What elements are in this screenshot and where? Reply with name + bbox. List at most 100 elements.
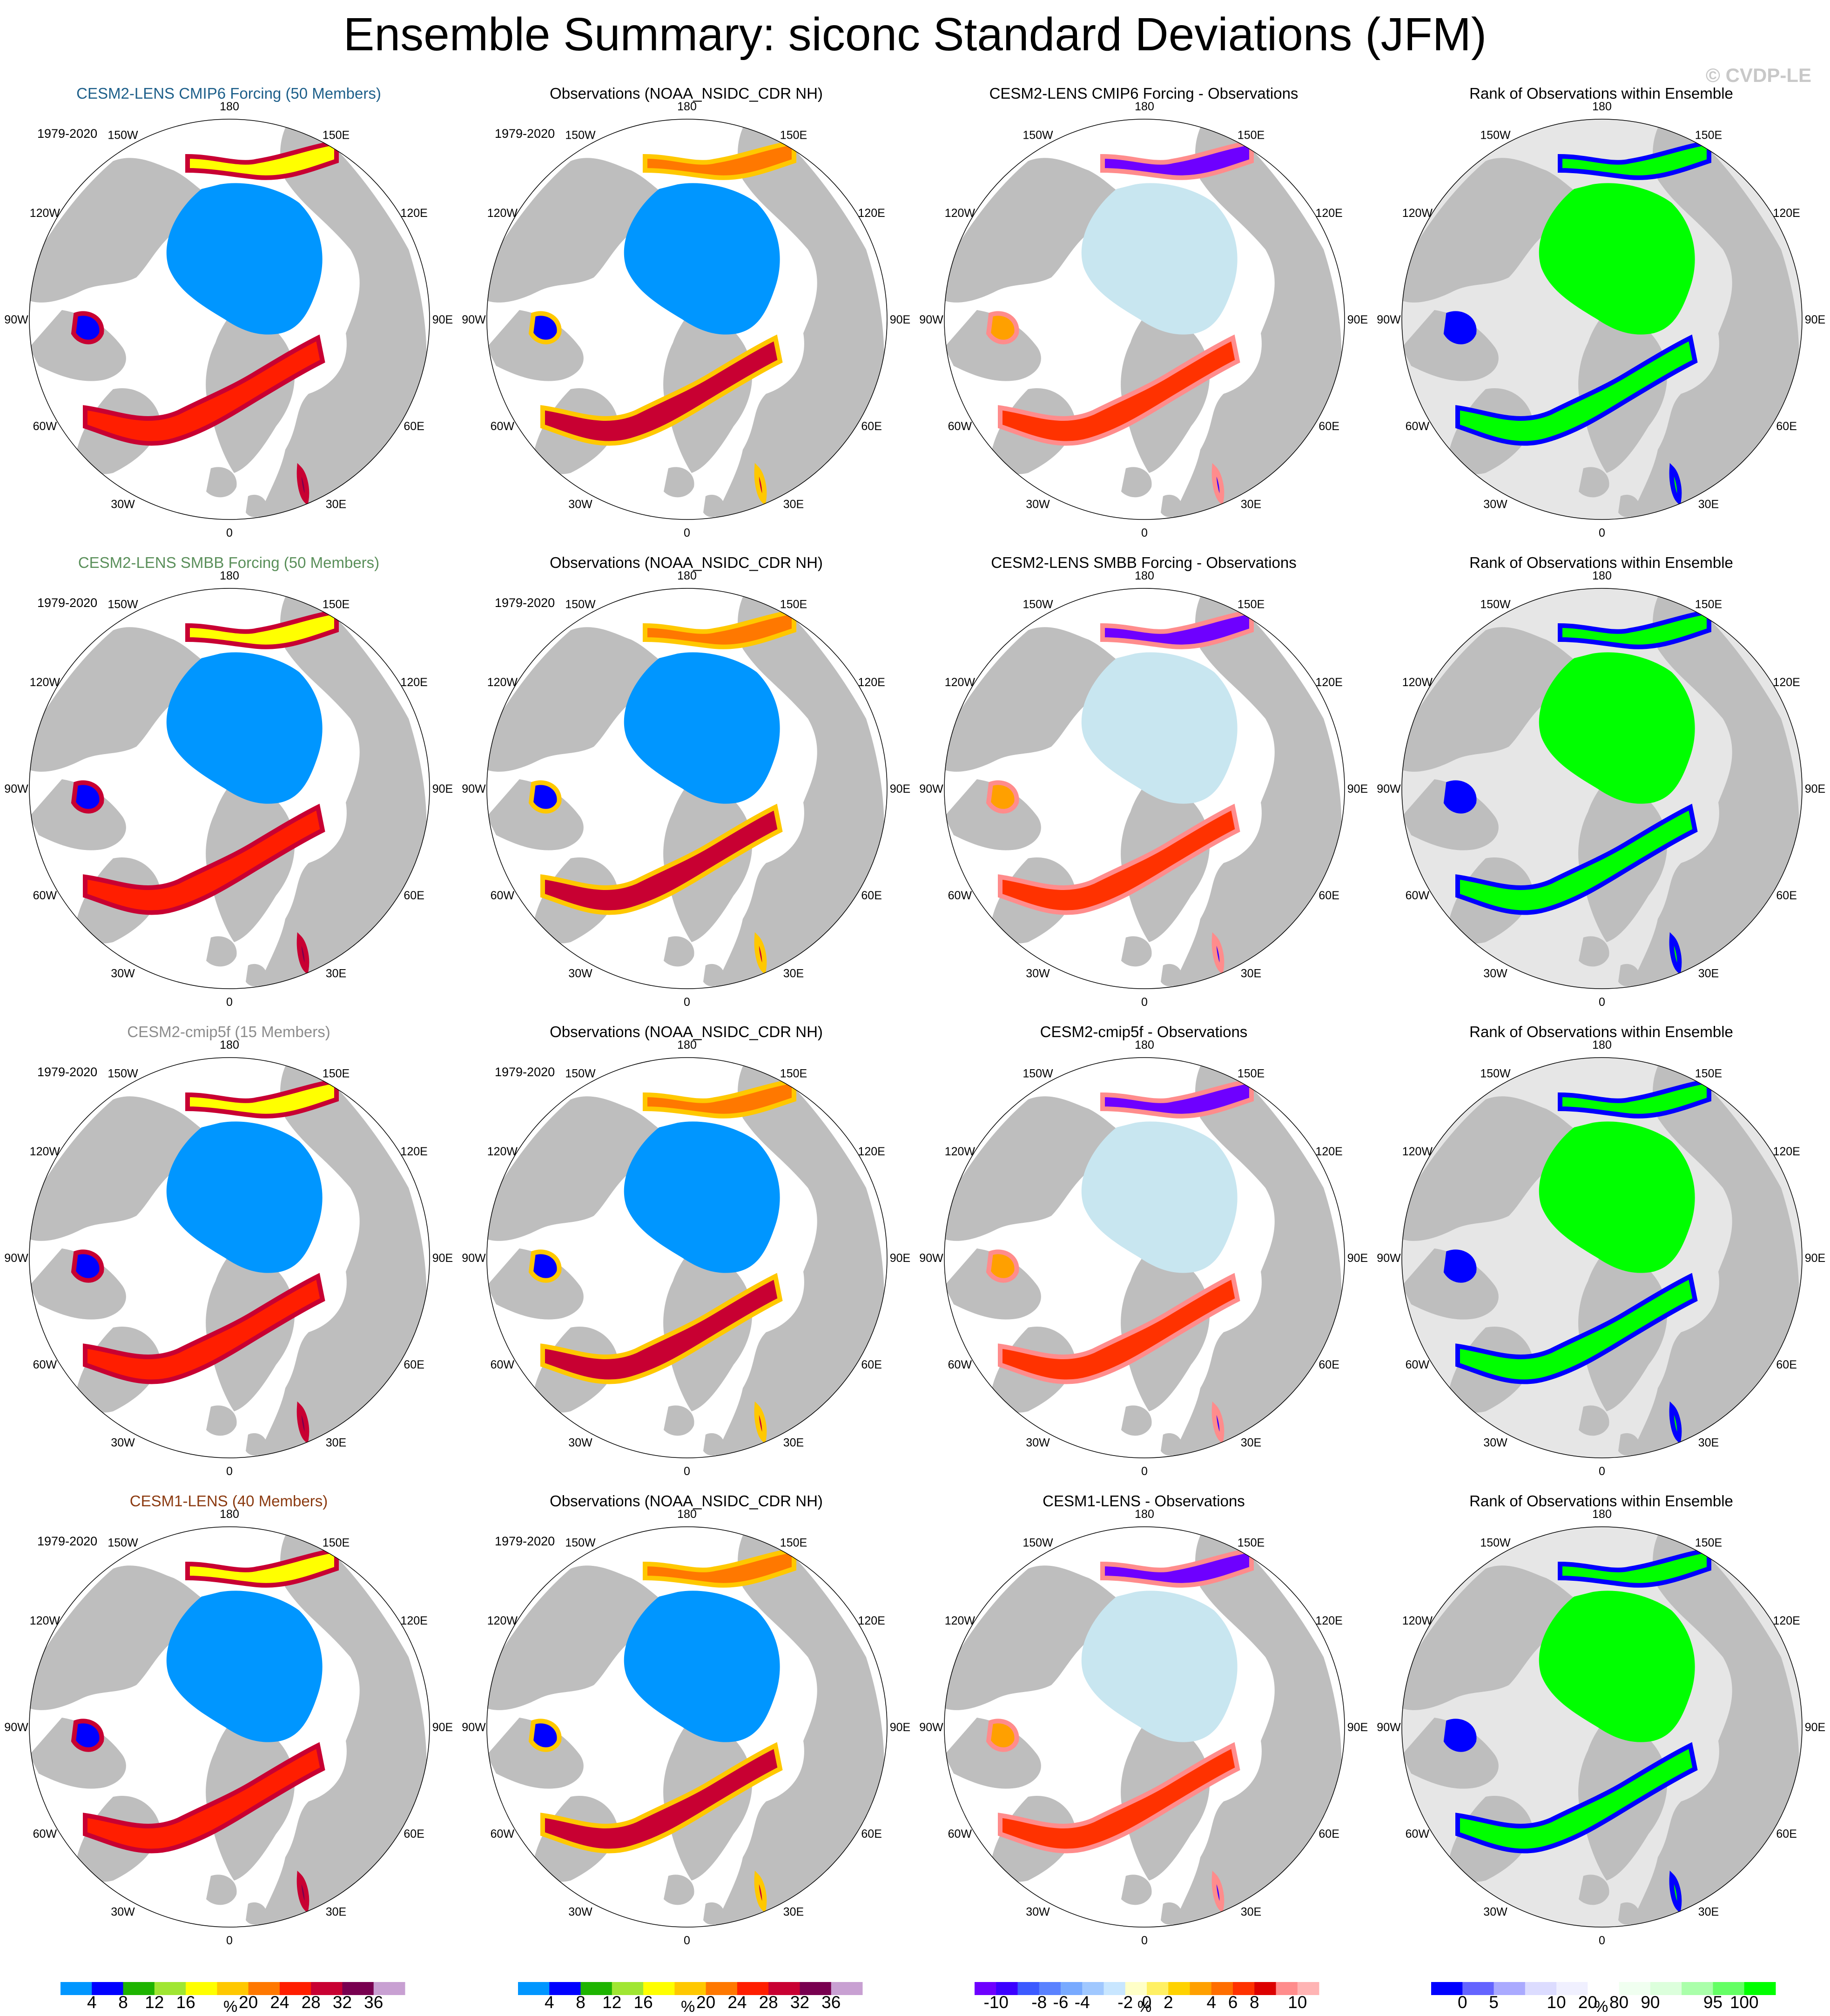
land-mass — [1172, 119, 1342, 519]
land-mass — [285, 886, 336, 989]
land-mass — [944, 1096, 1131, 1241]
longitude-label: 150W — [565, 128, 596, 142]
land-mass — [1121, 467, 1152, 498]
longitude-label: 60W — [948, 420, 972, 433]
colorbar-swatch — [186, 1982, 217, 1995]
colorbar-tick-label: 95 — [1703, 1993, 1722, 2012]
colorbar-tick-label: 100 — [1730, 1993, 1759, 2012]
land-mass — [487, 1565, 674, 1710]
map-panel: CESM1-LENS - Observations 180 150E 120E 90E 6… — [915, 1482, 1372, 1950]
longitude-label: 90E — [1347, 1252, 1368, 1265]
polar-map: 180 150E 120E 90E 60E 30E 0 30W 60W 90W 120W 150W — [919, 1508, 1368, 1947]
longitude-label: 180 — [220, 569, 239, 582]
colorbar-tick-label: 6 — [1228, 1993, 1238, 2012]
map-panel: CESM1-LENS (40 Members) 1979-2020 180 150E 1… — [0, 1482, 458, 1950]
colorbar-swatch — [518, 1982, 550, 1995]
longitude-label: 90W — [4, 1721, 28, 1734]
map-boundary — [944, 1526, 1345, 1928]
colorbar-tick-label: 20 — [239, 1993, 258, 2012]
longitude-label: 120E — [858, 676, 885, 689]
land-mass — [1172, 1058, 1342, 1458]
panel-title: Observations (NOAA_NSIDC_CDR NH) — [550, 1023, 823, 1040]
ice-edge — [185, 1078, 339, 1119]
land-mass — [743, 1355, 794, 1458]
ice-edge — [71, 1719, 104, 1752]
longitude-label: 30W — [1483, 498, 1507, 511]
longitude-label: 120W — [487, 207, 518, 220]
land-mass — [1121, 1874, 1152, 1905]
land-mass — [1618, 964, 1640, 987]
colorbar-swatch — [373, 1982, 405, 1995]
colorbar-tick-label: -6 — [1053, 1993, 1069, 2012]
land-mass — [1200, 886, 1251, 989]
longitude-label: 150W — [108, 128, 138, 142]
marginal-ice-band — [531, 782, 559, 811]
land-mass — [664, 467, 694, 498]
longitude-label: 150E — [1695, 128, 1722, 142]
ice-edge — [1669, 463, 1682, 506]
sea-ice-field — [624, 1121, 780, 1273]
longitude-label: 30E — [1698, 967, 1719, 980]
land-mass — [703, 964, 725, 987]
colorbar-swatch — [1431, 1982, 1463, 1995]
ice-edge — [185, 140, 339, 180]
colorbar-swatch — [1588, 1982, 1620, 1995]
colorbar-swatch — [1276, 1982, 1298, 1995]
marginal-ice-band — [1446, 313, 1474, 342]
colorbar-swatch — [737, 1982, 769, 1995]
longitude-label: 60W — [1406, 420, 1430, 433]
longitude-label: 60W — [1406, 1827, 1430, 1841]
ice-edge — [1100, 140, 1254, 180]
longitude-label: 90E — [1347, 1721, 1368, 1734]
longitude-label: 120E — [1773, 1145, 1800, 1158]
colorbar-tick-label: -2 — [1117, 1993, 1133, 2012]
colorbar-swatch — [1039, 1982, 1061, 1995]
land-mass — [1658, 1825, 1709, 1927]
land-mass — [29, 627, 216, 772]
land-mass — [1402, 627, 1589, 772]
land-mass — [1658, 1355, 1709, 1458]
colorbar-tick-label: 24 — [727, 1993, 747, 2012]
longitude-label: 180 — [677, 1038, 697, 1052]
colorbar-swatch — [123, 1982, 155, 1995]
longitude-label: 0 — [684, 526, 690, 539]
land-mass — [1579, 936, 1609, 967]
ice-edge — [1455, 803, 1698, 915]
land-mass — [246, 1902, 267, 1925]
sea-ice-field — [1081, 1121, 1238, 1273]
land-mass — [944, 158, 1131, 303]
longitude-label: 30W — [1483, 1436, 1507, 1450]
land-mass — [715, 1058, 884, 1458]
land-mass — [206, 1874, 237, 1905]
marginal-ice-band — [74, 782, 102, 811]
land-mass — [246, 494, 267, 518]
map-panel: Observations (NOAA_NSIDC_CDR NH) 1979-202… — [458, 1482, 915, 1950]
land-mass — [285, 417, 336, 519]
marginal-ice-band — [74, 1252, 102, 1281]
ice-edge — [1211, 1401, 1224, 1444]
marginal-ice-band — [1446, 1721, 1474, 1750]
ice-edge — [986, 780, 1019, 814]
longitude-label: 30E — [1698, 498, 1719, 511]
longitude-label: 150W — [565, 1067, 596, 1080]
colorbar-swatch — [800, 1982, 832, 1995]
sea-ice-field — [166, 1591, 323, 1742]
figure-title: Ensemble Summary: siconc Standard Deviat… — [343, 8, 1487, 61]
colorbar-swatch — [768, 1982, 800, 1995]
colorbar: 4 8 12 16 20 24 28 32 36 — [61, 1982, 405, 2013]
longitude-label: 90W — [4, 782, 28, 796]
longitude-label: 60W — [33, 420, 57, 433]
longitude-label: 90E — [432, 313, 453, 326]
colorbar-swatch — [1168, 1982, 1190, 1995]
land-mass — [206, 1405, 237, 1436]
longitude-label: 150W — [1023, 1536, 1053, 1549]
longitude-label: 90E — [432, 1721, 453, 1734]
colorbar-swatch — [92, 1982, 124, 1995]
longitude-label: 90E — [432, 782, 453, 796]
longitude-label: 150W — [1023, 598, 1053, 611]
colorbar-unit: % — [1594, 1998, 1608, 2016]
longitude-label: 180 — [677, 100, 697, 113]
longitude-label: 150E — [323, 1067, 350, 1080]
ice-edge — [1443, 780, 1477, 814]
map-panel: CESM2-cmip5f - Observations 180 150E 120E 90… — [915, 1013, 1372, 1481]
